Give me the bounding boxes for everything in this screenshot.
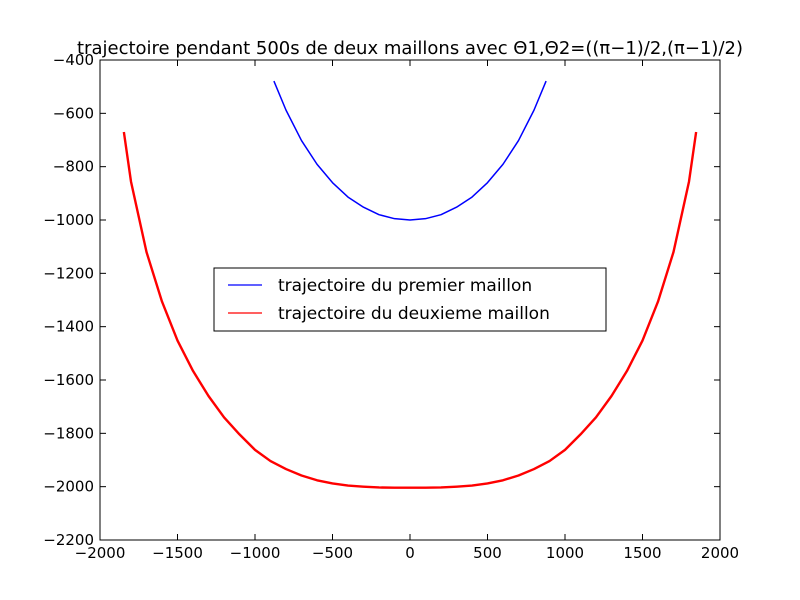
x-tick-label: −1500 [152,544,203,562]
y-tick-label: −1400 [43,318,94,336]
legend-label-deuxieme: trajectoire du deuxieme maillon [278,304,550,324]
y-tick-label: −600 [53,104,94,122]
y-tick-label: −1200 [43,264,94,282]
x-tick-label: 1500 [623,544,661,562]
plot-area [122,80,698,489]
x-tick-label: 500 [473,544,502,562]
y-tick-label: −2200 [43,531,94,549]
chart-title: trajectoire pendant 500s de deux maillon… [77,38,743,59]
y-tick-label: −800 [53,158,94,176]
y-tick-label: −1600 [43,371,94,389]
y-tick-label: −2000 [43,478,94,496]
y-tick-label: −1000 [43,211,94,229]
series-line-0 [273,80,547,221]
x-tick-label: −1000 [230,544,281,562]
x-tick-label: −2000 [75,544,126,562]
axis-ticks: −2000 −1500 −1000 −500 0 500 1000 1500 2000 −2200… [43,51,739,562]
series-line-1 [122,131,698,489]
x-tick-label: 1000 [546,544,584,562]
legend-label-premier: trajectoire du premier maillon [278,276,532,296]
x-tick-label: 2000 [701,544,739,562]
x-tick-label: −500 [312,544,353,562]
x-tick-label: 0 [405,544,415,562]
y-tick-label: −1800 [43,424,94,442]
y-tick-label: −400 [53,51,94,69]
legend: trajectoire du premier maillon trajectoi… [213,267,607,332]
legend-box [213,267,607,332]
